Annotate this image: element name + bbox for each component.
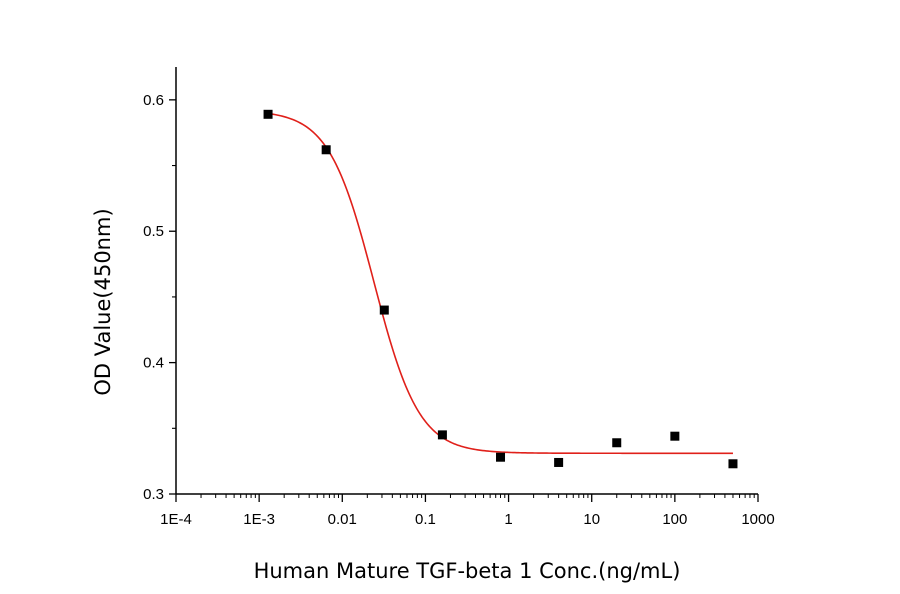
data-point	[554, 457, 564, 467]
y-tick-label: 0.6	[143, 92, 164, 109]
x-tick-label: 1E-4	[160, 511, 192, 528]
y-axis-title: OD Value(450nm)	[91, 208, 115, 395]
y-tick-label: 0.3	[143, 486, 164, 503]
x-tick-label: 100	[662, 511, 687, 528]
x-tick-label: 0.01	[328, 511, 357, 528]
data-point	[263, 109, 273, 119]
data-points-layer	[263, 109, 738, 469]
data-point	[496, 452, 506, 462]
data-point	[728, 459, 738, 469]
y-tick-label: 0.4	[143, 355, 164, 372]
x-tick-label: 0.1	[415, 511, 436, 528]
x-axis-ticks: 1E-4 1E-3 0.01 0.1 1 10 100 1000	[160, 494, 775, 528]
fit-curve-line	[267, 112, 733, 455]
x-tick-label: 1000	[741, 511, 774, 528]
data-point	[670, 431, 680, 441]
x-axis-title: Human Mature TGF-beta 1 Conc.(ng/mL)	[254, 559, 681, 583]
data-point	[437, 430, 447, 440]
fit-curve-layer	[267, 112, 733, 455]
data-point	[612, 438, 622, 448]
data-point	[321, 145, 331, 155]
y-axis-ticks: 0.3 0.4 0.5 0.6	[143, 92, 176, 503]
x-tick-label: 1E-3	[243, 511, 275, 528]
data-point	[379, 305, 389, 315]
y-tick-label: 0.5	[143, 223, 164, 240]
x-tick-label: 1	[504, 511, 512, 528]
x-tick-label: 10	[583, 511, 600, 528]
